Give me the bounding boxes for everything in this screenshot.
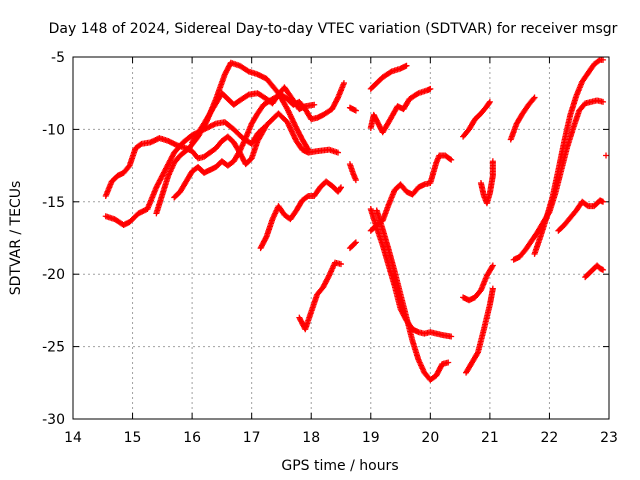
series-track-8 [346, 104, 359, 114]
data-point [448, 156, 455, 163]
data-point [448, 333, 455, 340]
grid [73, 57, 609, 419]
x-tick-label: 22 [541, 430, 559, 446]
data-point [474, 350, 481, 357]
data-point [337, 185, 344, 192]
data-point [414, 91, 421, 98]
series-track-20 [507, 94, 538, 143]
x-axis-title: GPS time / hours [281, 458, 398, 474]
series-track-10 [346, 239, 359, 252]
series-track-19 [477, 158, 496, 207]
y-tick-label: -25 [42, 340, 65, 356]
y-tick-label: -30 [42, 412, 65, 428]
data-point [489, 285, 496, 292]
data-point [351, 240, 358, 247]
data-point [600, 56, 607, 63]
data-point [325, 273, 332, 280]
axis-ticks: 14 15 16 17 18 19 20 21 22 23 -5 -10 -15 -20 -25 -30 [42, 50, 618, 446]
series-track-5 [189, 84, 318, 146]
data-point [304, 145, 311, 152]
y-tick-label: -20 [42, 267, 65, 283]
data-point [338, 261, 344, 268]
data-point [244, 67, 251, 74]
data-point [600, 198, 607, 205]
series-track-25 [603, 152, 610, 159]
data-point [387, 69, 394, 76]
data-point [335, 149, 342, 156]
series-track-6 [257, 178, 344, 252]
data-point [600, 266, 607, 273]
series-track-9 [346, 161, 359, 184]
data-point [427, 85, 434, 92]
x-tick-label: 14 [64, 430, 82, 446]
series-track-22 [531, 56, 607, 257]
data-point [262, 234, 269, 241]
data-point [489, 262, 496, 269]
series-track-17 [460, 262, 496, 304]
y-tick-label: -15 [42, 195, 65, 211]
data-point [486, 99, 493, 106]
data-point [304, 193, 311, 200]
data-point [583, 202, 590, 209]
x-tick-label: 19 [362, 430, 380, 446]
data-point [445, 359, 452, 366]
x-tick-label: 16 [183, 430, 201, 446]
series-track-15 [373, 207, 452, 383]
data-point [595, 57, 602, 64]
series-track-7 [296, 259, 344, 333]
plot-frame [72, 56, 610, 420]
data-point [486, 98, 493, 105]
data-point [603, 152, 610, 159]
data-point [137, 141, 144, 148]
series-track-2 [102, 110, 342, 200]
y-tick-label: -10 [42, 122, 65, 138]
data-point [489, 158, 496, 165]
data-point [352, 239, 359, 246]
series-track-18 [463, 285, 496, 376]
x-tick-label: 17 [243, 430, 261, 446]
x-tick-label: 18 [302, 430, 320, 446]
data-point [489, 263, 496, 270]
series-track-3 [153, 59, 312, 217]
chart-title: Day 148 of 2024, Sidereal Day-to-day VTE… [49, 21, 618, 37]
x-tick-label: 15 [124, 430, 142, 446]
data-point [244, 92, 251, 99]
series-track-24 [582, 262, 607, 281]
data-point [403, 62, 410, 69]
series-track-11 [367, 62, 410, 92]
x-tick-label: 23 [600, 430, 618, 446]
data-point [530, 95, 537, 102]
data-point [600, 98, 607, 105]
data-point [352, 177, 359, 184]
series-track-12 [367, 85, 434, 136]
data-point [334, 95, 341, 102]
data-point [305, 146, 312, 153]
data-point [352, 107, 359, 114]
data-point [446, 155, 453, 162]
data-point [531, 94, 538, 101]
y-axis-title: SDTVAR / TECUs [8, 181, 24, 296]
series-track-16 [460, 98, 493, 140]
series-track-1 [102, 119, 267, 228]
x-tick-label: 21 [481, 430, 499, 446]
y-tick-label: -5 [51, 50, 65, 66]
data-point [311, 101, 318, 108]
data-point [338, 184, 344, 191]
data-point [340, 80, 347, 87]
data-points [102, 56, 610, 383]
series-track-23 [555, 197, 607, 234]
x-tick-label: 20 [421, 430, 439, 446]
